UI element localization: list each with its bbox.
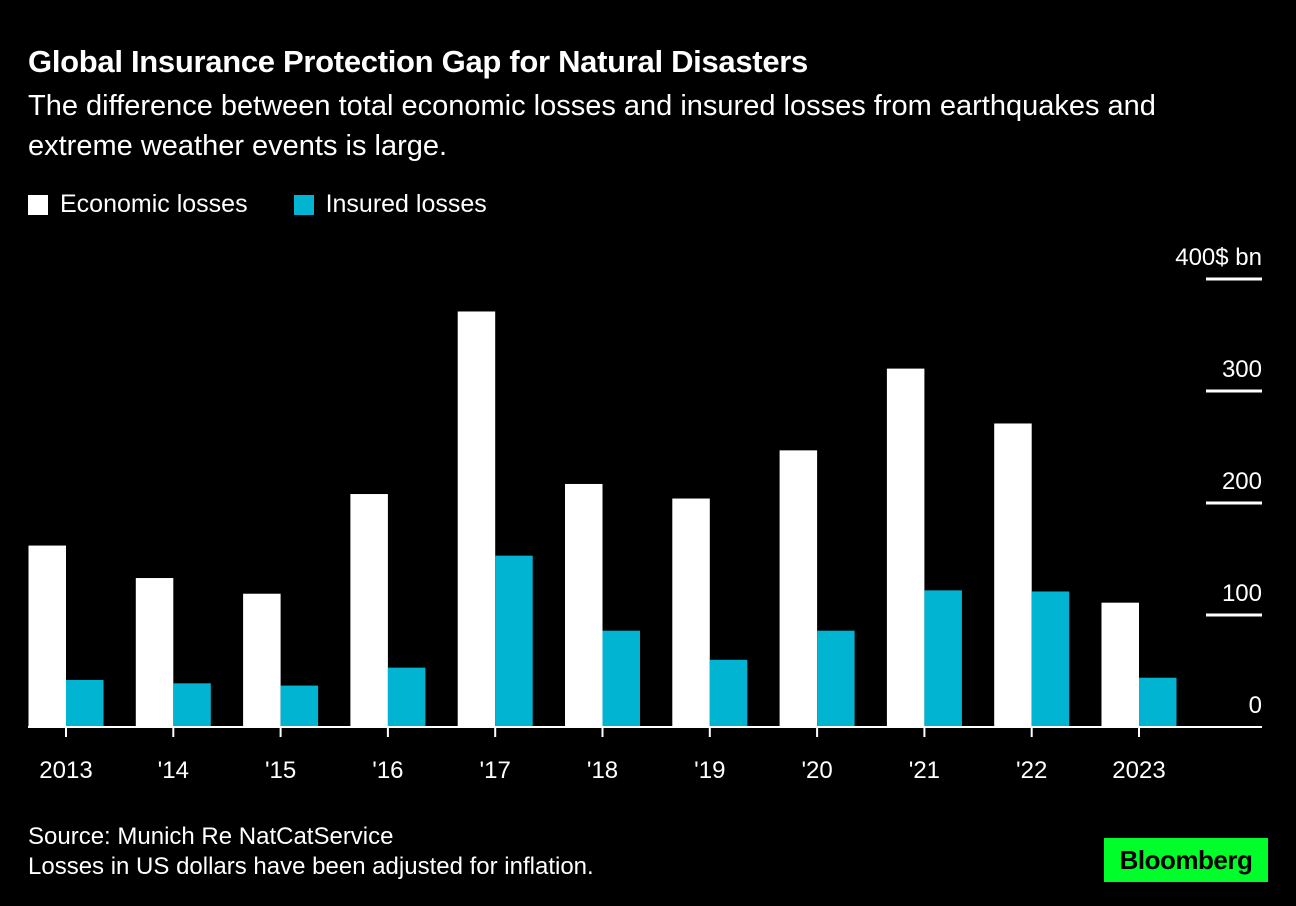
x-tick-label: '15 xyxy=(265,757,296,784)
bar-economic xyxy=(565,483,603,727)
x-tick-label: 2023 xyxy=(1112,757,1165,784)
bar-insured xyxy=(495,555,533,727)
bar-insured xyxy=(602,630,640,727)
bar-economic xyxy=(1101,602,1139,727)
x-tick-label: '18 xyxy=(587,757,618,784)
legend-item-insured: Insured losses xyxy=(293,190,487,219)
x-tick-label: '16 xyxy=(372,757,403,784)
legend-label-insured: Insured losses xyxy=(325,190,487,218)
source-note: Source: Munich Re NatCatService Losses i… xyxy=(28,822,594,882)
bar-insured xyxy=(1031,591,1070,727)
y-tick-label: 100 xyxy=(1222,580,1262,607)
x-tick-label: '17 xyxy=(480,757,511,784)
y-tick-label: 200 xyxy=(1222,468,1262,495)
bar-insured xyxy=(280,685,319,727)
source-text: Source: Munich Re NatCatService xyxy=(28,823,394,850)
bar-insured xyxy=(1139,677,1177,727)
bar-economic xyxy=(672,498,710,727)
bar-economic xyxy=(886,368,925,727)
legend-swatch-economic xyxy=(28,194,48,215)
y-tick-label: 400$ bn xyxy=(1175,244,1262,271)
bar-insured xyxy=(709,659,748,727)
bar-insured xyxy=(173,683,211,727)
y-tick-label: 300 xyxy=(1222,356,1262,383)
x-tick-label: '19 xyxy=(694,757,725,784)
legend-swatch-insured xyxy=(293,194,314,215)
y-tick-label: 0 xyxy=(1249,692,1262,719)
x-tick-label: '21 xyxy=(909,757,940,784)
x-tick-label: 2013 xyxy=(39,757,92,784)
bar-economic xyxy=(350,494,388,727)
bar-economic xyxy=(779,450,818,727)
chart-title: Global Insurance Protection Gap for Natu… xyxy=(28,44,808,79)
legend-item-economic: Economic losses xyxy=(28,190,248,219)
bar-insured xyxy=(924,590,962,727)
bar-insured xyxy=(66,679,104,727)
bar-economic xyxy=(28,545,66,727)
bar-economic xyxy=(135,578,174,727)
bloomberg-logo: Bloomberg xyxy=(1104,838,1268,882)
legend-label-economic: Economic losses xyxy=(60,190,248,218)
legend: Economic losses Insured losses xyxy=(28,190,487,219)
bar-economic xyxy=(457,311,496,727)
bar-economic xyxy=(243,593,281,727)
bar-economic xyxy=(994,423,1032,727)
x-tick-label: '14 xyxy=(158,757,189,784)
x-tick-label: '20 xyxy=(801,757,832,784)
x-tick-label: '22 xyxy=(1016,757,1047,784)
inflation-note: Losses in US dollars have been adjusted … xyxy=(28,853,594,880)
bar-insured xyxy=(817,630,855,727)
chart-subtitle: The difference between total economic lo… xyxy=(28,90,1156,162)
bar-insured xyxy=(387,667,426,727)
